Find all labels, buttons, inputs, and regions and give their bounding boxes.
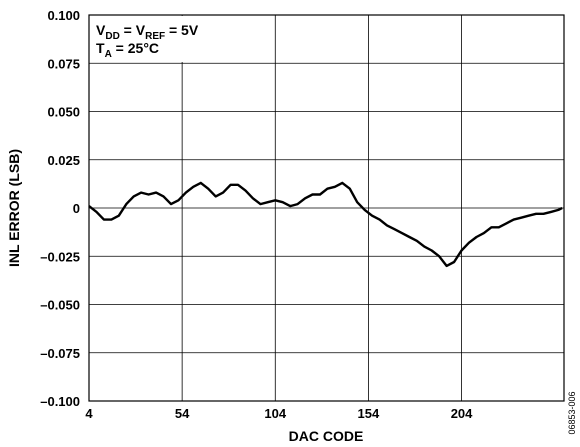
y-tick-label: –0.100 (40, 394, 80, 409)
x-tick-label: 54 (175, 406, 190, 421)
y-tick-label: 0 (73, 201, 80, 216)
y-tick-label: 0.025 (47, 153, 80, 168)
y-axis-title: INL ERROR (LSB) (6, 149, 22, 267)
y-tick-label: –0.075 (40, 346, 80, 361)
figure-id: 06853-006 (567, 391, 577, 434)
x-tick-labels: 4 54 104 154 204 (85, 406, 473, 421)
x-tick-label: 4 (85, 406, 93, 421)
y-tick-label: 0.050 (47, 105, 80, 120)
annotation-box (90, 16, 226, 62)
x-axis-title: DAC CODE (289, 428, 364, 444)
x-tick-label: 204 (451, 406, 473, 421)
grid (89, 15, 564, 401)
x-tick-label: 154 (358, 406, 380, 421)
y-tick-label: –0.025 (40, 249, 80, 264)
annotation-line-2: TA = 25°C (96, 40, 159, 60)
y-tick-label: –0.050 (40, 298, 80, 313)
annotation-line-1: VDD = VREF = 5V (96, 22, 199, 42)
y-tick-label: 0.100 (47, 8, 80, 23)
x-tick-label: 104 (264, 406, 286, 421)
y-tick-labels: 0.100 0.075 0.050 0.025 0 –0.025 –0.050 –0.075 –… (40, 8, 80, 409)
series-line (88, 181, 563, 268)
y-tick-label: 0.075 (47, 56, 80, 71)
